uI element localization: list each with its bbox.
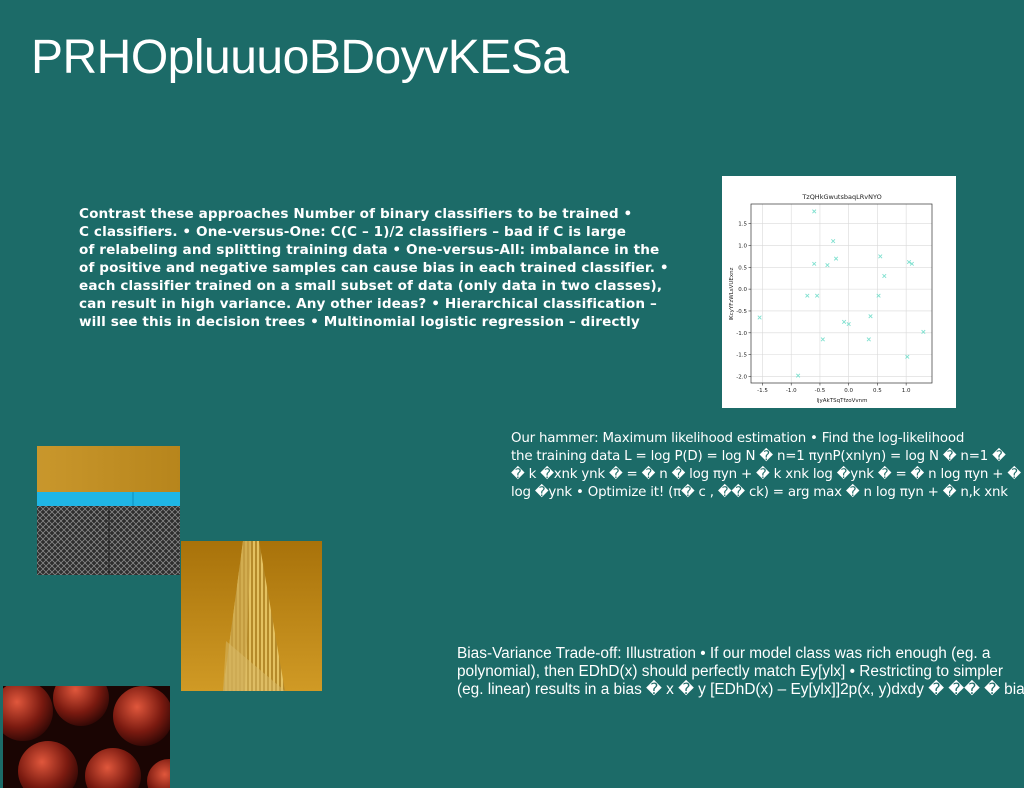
scatter-chart-svg: TzQHkGwutsbaqLRvNYO ljyAkTSqTfzoVvnm lKc… (729, 193, 933, 404)
scatter-point (921, 329, 926, 335)
y-tick-label: 1.0 (738, 243, 747, 249)
plot-frame (750, 203, 933, 384)
text-block-mle: Our hammer: Maximum likelihood estimatio… (511, 430, 1024, 502)
text-line: the training data L = log P(D) = log N �… (511, 449, 1006, 464)
scatter-point (805, 293, 810, 298)
scatter-point (846, 321, 851, 327)
text-block-bias-variance: Bias-Variance Trade-off: Illustration • … (457, 645, 1024, 699)
x-tick-label: -0.5 (815, 388, 826, 394)
scatter-point (812, 261, 817, 266)
scatter-point (795, 373, 801, 378)
scatter-point (833, 256, 839, 261)
text-line: C classifiers. • One-versus-One: C(C – 1… (79, 224, 627, 240)
photo-skyscraper (181, 541, 322, 691)
text-line: can result in high variance. Any other i… (79, 296, 657, 312)
y-tick-label: -1.0 (736, 331, 747, 337)
text-line: (eg. linear) results in a bias � x � y [… (457, 681, 1024, 698)
text-line: � k �xnk ynk � = � n � log πyn + � k xnk… (511, 467, 1024, 482)
text-line: will see this in decision trees • Multin… (79, 314, 640, 330)
photo-building-facade (37, 446, 180, 575)
text-line: each classifier trained on a small subse… (79, 278, 663, 294)
x-tick-label: 0.0 (844, 388, 853, 394)
y-tick-label: 1.5 (738, 222, 747, 228)
scatter-point (820, 337, 825, 342)
text-block-classifiers: Contrast these approaches Number of bina… (79, 205, 704, 331)
text-line: of relabeling and splitting training dat… (79, 242, 660, 258)
scatter-point (878, 254, 883, 259)
scatter-point (882, 273, 887, 279)
x-tick-label: 0.5 (873, 388, 882, 394)
scatter-point (757, 315, 762, 320)
scatter-point (825, 263, 830, 268)
y-tick-label: -2.0 (736, 374, 747, 380)
text-line: Contrast these approaches Number of bina… (79, 206, 633, 222)
scatter-point (812, 209, 817, 214)
scatter-point (906, 259, 912, 265)
scatter-chart: TzQHkGwutsbaqLRvNYO ljyAkTSqTfzoVvnm lKc… (722, 176, 956, 408)
y-tick-label: -0.5 (736, 309, 747, 315)
scatter-point (905, 354, 910, 359)
text-line: Bias-Variance Trade-off: Illustration • … (457, 645, 991, 662)
scatter-point (909, 261, 915, 266)
y-tick-label: 0.5 (738, 265, 747, 271)
slide-title: PRHOpluuuoBDoyvKESa (31, 31, 569, 84)
scatter-point (876, 293, 881, 298)
scatter-point (814, 293, 820, 298)
scatter-point (831, 238, 836, 244)
y-tick-label: -1.5 (736, 353, 747, 359)
scatter-point (866, 337, 871, 342)
text-line: Our hammer: Maximum likelihood estimatio… (511, 431, 965, 446)
scatter-point (868, 314, 873, 319)
photo-red-spheres (3, 686, 170, 788)
chart-xlabel: ljyAkTSqTfzoVvnm (816, 398, 867, 404)
x-tick-label: -1.0 (786, 388, 797, 394)
scatter-point (841, 319, 847, 324)
text-line: of positive and negative samples can cau… (79, 260, 669, 276)
x-tick-label: 1.0 (902, 388, 911, 394)
text-line: polynomial), then EDhD(x) should perfect… (457, 663, 1003, 680)
y-tick-label: 0.0 (738, 287, 747, 293)
text-line: log �ynk • Optimize it! (π� c , �� ck) =… (511, 485, 1008, 500)
chart-title: TzQHkGwutsbaqLRvNYO (801, 193, 881, 201)
x-tick-label: -1.5 (757, 388, 768, 394)
chart-ylabel: lKcyYFzWLsVUExnz (729, 267, 735, 320)
